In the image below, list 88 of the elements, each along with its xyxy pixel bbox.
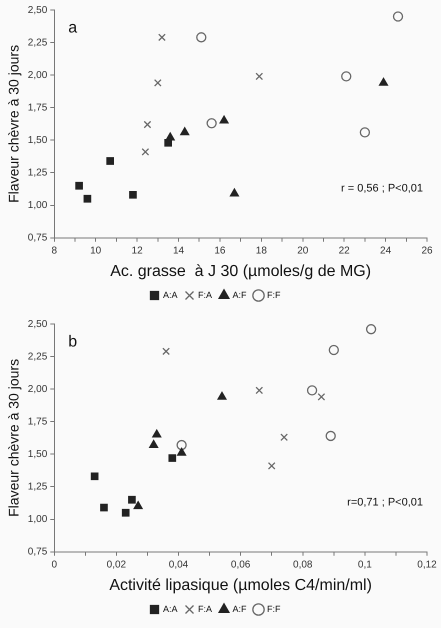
y-tick-label: 1,50 <box>28 448 48 460</box>
point <box>217 392 227 400</box>
point <box>366 324 376 334</box>
x-tick-label: 18 <box>256 246 268 257</box>
legend-label: A:A <box>163 604 178 614</box>
y-tick-label: 1,75 <box>28 102 48 114</box>
point <box>75 182 83 190</box>
point <box>176 440 187 450</box>
x-tick-label: 24 <box>380 246 392 257</box>
point <box>154 79 162 87</box>
x-tick-label: 16 <box>214 246 226 257</box>
x-tick-label: 0,04 <box>168 560 189 571</box>
point <box>152 429 162 438</box>
y-tick-label: 0,75 <box>28 546 48 558</box>
x-tick-label: 0,02 <box>106 560 127 571</box>
x-tick-label: 14 <box>172 246 185 257</box>
point <box>149 440 158 448</box>
point <box>100 504 108 512</box>
y-tick-label: 2,00 <box>28 70 48 81</box>
y-tick-label: 1,00 <box>28 200 48 212</box>
y-tick-label: 2,50 <box>28 4 48 16</box>
annotation: a <box>68 19 78 36</box>
legend-label: A:F <box>232 604 248 614</box>
point <box>164 138 172 147</box>
point <box>122 508 130 517</box>
point <box>255 72 264 80</box>
y-tick-label: 1,25 <box>28 167 48 178</box>
point <box>341 71 352 82</box>
point <box>158 34 166 42</box>
legend-label: A:F <box>232 290 248 300</box>
annotation: b <box>68 333 78 350</box>
legend-label: F:F <box>267 290 282 300</box>
point <box>392 11 404 22</box>
y-tick-label: 1,50 <box>28 134 48 146</box>
point <box>326 430 336 442</box>
point <box>378 78 388 86</box>
point <box>144 120 152 128</box>
point <box>177 448 186 456</box>
point <box>134 501 143 510</box>
point <box>360 127 370 138</box>
legend-label: F:F <box>267 604 282 614</box>
point <box>255 386 264 394</box>
point <box>318 393 326 401</box>
point <box>84 194 92 203</box>
x-tick-label: 0,06 <box>230 560 251 571</box>
y-axis-title: Flaveur chèvre à 30 jours <box>5 44 22 203</box>
y-tick-label: 2,50 <box>28 318 48 330</box>
point <box>328 344 339 356</box>
legend-label: A:A <box>163 290 178 300</box>
y-axis-title: Flaveur chèvre à 30 jours <box>5 358 22 517</box>
x-tick-label: 8 <box>51 246 58 257</box>
point <box>220 115 229 124</box>
x-tick-label: 10 <box>90 246 102 257</box>
x-axis-title: Ac. grasse à J 30 (µmoles/g de MG) <box>110 262 372 280</box>
point <box>106 157 114 165</box>
y-tick-label: 2,25 <box>28 37 48 48</box>
point <box>230 188 239 196</box>
x-tick-label: 0,08 <box>293 560 313 571</box>
y-tick-label: 2,25 <box>28 351 48 362</box>
y-tick-label: 1,00 <box>28 514 48 526</box>
point <box>306 385 318 396</box>
x-tick-label: 12 <box>132 246 144 257</box>
legend-label: F:A <box>198 290 212 300</box>
y-tick-label: 1,75 <box>28 416 48 428</box>
legend-label: F:A <box>198 604 212 614</box>
x-tick-label: 20 <box>297 246 309 257</box>
point <box>90 472 98 480</box>
x-tick-label: 26 <box>421 246 433 257</box>
y-tick-label: 2,00 <box>28 384 48 395</box>
y-tick-label: 1,25 <box>28 481 48 492</box>
annotation: r=0,71 ; P<0,01 <box>347 496 423 508</box>
y-tick-label: 0,75 <box>28 232 48 244</box>
x-tick-label: 22 <box>338 246 350 257</box>
x-tick-label: 0 <box>51 560 58 571</box>
point <box>128 496 136 504</box>
point <box>206 118 217 128</box>
point <box>168 454 176 462</box>
annotation: r = 0,56 ; P<0,01 <box>341 182 423 194</box>
point <box>196 32 206 42</box>
point <box>162 348 170 356</box>
point <box>142 148 150 156</box>
point <box>129 191 137 199</box>
x-tick-label: 0,1 <box>358 560 372 571</box>
point <box>268 462 276 470</box>
point <box>180 127 190 136</box>
x-tick-label: 0,12 <box>417 560 438 571</box>
x-axis-title: Activité lipasique (µmoles C4/min/ml) <box>109 576 372 594</box>
point <box>280 433 288 442</box>
